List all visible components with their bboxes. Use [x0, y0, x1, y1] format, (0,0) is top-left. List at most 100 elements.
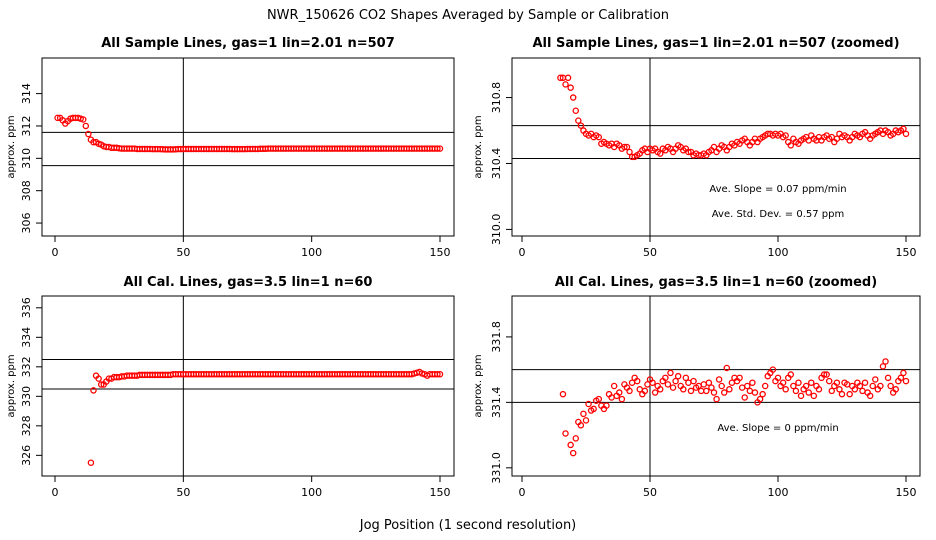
- x-tick-label: 50: [176, 246, 190, 259]
- data-point: [838, 390, 846, 398]
- data-point: [569, 449, 577, 457]
- data-point: [95, 375, 102, 382]
- data-point: [703, 387, 710, 395]
- figure-title: NWR_150626 CO2 Shapes Averaged by Sample…: [267, 8, 669, 23]
- data-point: [828, 387, 836, 395]
- data-point: [651, 389, 659, 396]
- y-tick-label: 331.4: [490, 387, 503, 419]
- data-point: [738, 384, 746, 391]
- x-tick-label: 150: [430, 246, 451, 259]
- data-point: [815, 386, 823, 393]
- data-point: [662, 374, 669, 382]
- data-point: [744, 382, 751, 390]
- data-point: [856, 382, 864, 390]
- data-point: [846, 390, 853, 398]
- data-point: [892, 386, 900, 393]
- panel-sample-lines-zoomed: All Sample Lines, gas=1 lin=2.01 n=507 (…: [473, 36, 921, 259]
- y-tick-label: 332: [20, 356, 33, 377]
- data-point: [585, 400, 592, 408]
- x-tick-label: 0: [519, 486, 526, 499]
- data-point: [759, 390, 766, 398]
- data-point: [746, 387, 754, 395]
- data-point: [682, 374, 690, 382]
- data-point: [797, 392, 805, 400]
- y-tick-label: 314: [20, 83, 33, 104]
- x-tick-label: 100: [301, 246, 322, 259]
- data-point: [769, 366, 777, 373]
- data-point: [603, 402, 610, 409]
- panel-sample-lines: All Sample Lines, gas=1 lin=2.01 n=507 a…: [6, 36, 455, 259]
- data-point: [782, 132, 789, 139]
- data-point: [720, 389, 728, 396]
- y-tick-label: 306: [20, 213, 33, 234]
- data-point: [656, 150, 664, 157]
- data-point: [669, 384, 677, 391]
- data-point: [887, 382, 894, 390]
- data-point: [595, 395, 603, 403]
- data-point: [723, 364, 731, 372]
- slope-annotation: Ave. Slope = 0 ppm/min: [717, 423, 838, 434]
- data-point: [572, 435, 580, 442]
- data-point: [859, 387, 866, 395]
- x-tick-label: 50: [176, 486, 190, 499]
- data-point: [897, 374, 905, 382]
- y-tick-label: 310: [20, 148, 33, 169]
- data-point: [562, 81, 569, 88]
- x-tick-label: 150: [896, 246, 917, 259]
- data-point: [823, 371, 830, 378]
- y-tick-label: 310.8: [490, 82, 503, 114]
- data-point: [633, 377, 641, 385]
- data-point: [787, 371, 795, 378]
- y-axis-label: approx. ppm: [6, 115, 17, 178]
- data-point: [787, 142, 795, 149]
- data-point: [569, 94, 577, 101]
- plot-marks: 0 50 100 150 331.0 331.4 331.8: [490, 296, 920, 499]
- data-point: [861, 379, 869, 386]
- plot-frame: [511, 57, 921, 237]
- std-dev-annotation: Ave. Std. Dev. = 0.57 ppm: [712, 209, 844, 220]
- y-tick-label: 330: [20, 386, 33, 407]
- data-point: [656, 386, 664, 393]
- data-point: [434, 370, 441, 378]
- data-point: [836, 386, 843, 393]
- data-point: [82, 122, 90, 130]
- data-point: [672, 377, 679, 385]
- data-point: [567, 84, 574, 91]
- data-point: [718, 382, 725, 390]
- plot-frame: [41, 57, 455, 237]
- data-point: [621, 143, 628, 151]
- data-point: [900, 369, 907, 377]
- data-point: [900, 125, 907, 133]
- plot-frame: [511, 295, 921, 477]
- y-tick-label: 336: [20, 297, 33, 318]
- x-tick-label: 50: [643, 246, 657, 259]
- panel-title: All Sample Lines, gas=1 lin=2.01 n=507: [101, 36, 395, 51]
- data-point: [434, 145, 441, 152]
- data-point: [436, 145, 444, 152]
- plot-marks: 0 50 100 150 306 308 310 312 314: [20, 58, 454, 259]
- data-point: [802, 382, 810, 390]
- x-tick-label: 100: [768, 486, 789, 499]
- y-tick-label: 331.8: [490, 321, 503, 353]
- data-point: [726, 386, 733, 393]
- data-point: [736, 374, 743, 382]
- panel-title: All Sample Lines, gas=1 lin=2.01 n=507 (…: [532, 36, 899, 51]
- data-point: [590, 405, 597, 413]
- data-point: [782, 386, 789, 393]
- data-point: [805, 389, 812, 396]
- x-tick-label: 150: [430, 486, 451, 499]
- x-tick-label: 100: [768, 246, 789, 259]
- data-point: [436, 370, 444, 378]
- data-point: [795, 379, 802, 386]
- x-tick-label: 0: [519, 246, 526, 259]
- data-point: [700, 381, 708, 388]
- slope-annotation: Ave. Slope = 0.07 ppm/min: [709, 184, 846, 195]
- data-point: [833, 379, 841, 386]
- data-point: [572, 107, 580, 114]
- data-point: [685, 379, 692, 386]
- data-point: [713, 395, 720, 403]
- data-point: [577, 422, 585, 429]
- data-point: [577, 122, 585, 129]
- data-point: [680, 386, 687, 393]
